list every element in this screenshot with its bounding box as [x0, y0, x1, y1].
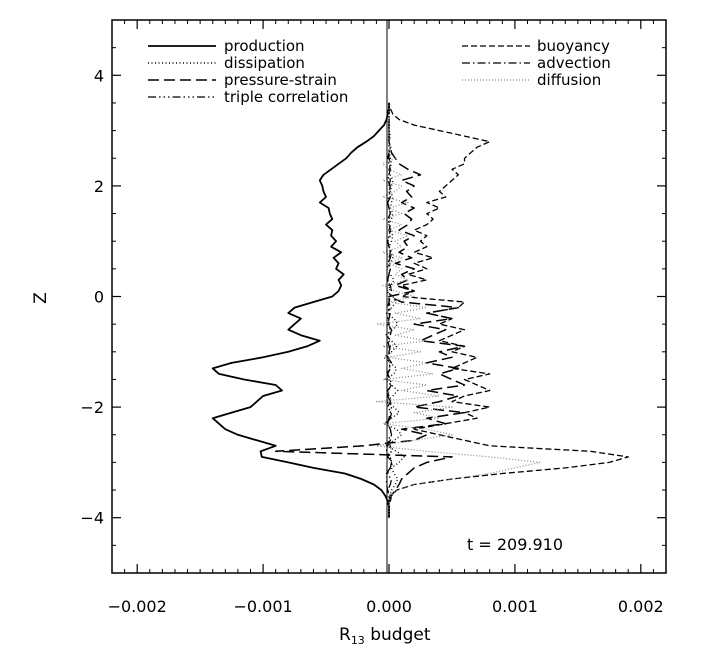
legend-label-production: production — [224, 37, 305, 55]
series-layer — [211, 102, 629, 518]
legend-label-pressure-strain: pressure-strain — [224, 71, 337, 89]
series-advection — [385, 102, 394, 518]
y-tick-label: 2 — [94, 177, 104, 196]
series-production — [211, 102, 390, 518]
x-axis-label: R13 budget — [339, 625, 431, 647]
x-tick-label: 0.000 — [366, 597, 412, 616]
legend: productiondissipationpressure-straintrip… — [148, 37, 611, 106]
series-buoyancy — [388, 102, 629, 518]
axis-ticks: −0.002 −0.001 0.000 0.001 0.002 −4 −2 0 2 4 — [80, 19, 667, 616]
y-tick-label: 4 — [94, 66, 104, 85]
legend-label-buoyancy: buoyancy — [537, 37, 610, 55]
legend-label-advection: advection — [537, 54, 611, 72]
x-tick-label: −0.002 — [108, 597, 167, 616]
y-axis-label: Z — [31, 292, 51, 304]
legend-label-diffusion: diffusion — [537, 71, 601, 89]
y-tick-label: −4 — [80, 509, 104, 528]
y-tick-label: 0 — [94, 288, 104, 307]
legend-label-dissipation: dissipation — [224, 54, 305, 72]
x-tick-label: −0.001 — [233, 597, 292, 616]
x-tick-label: 0.002 — [618, 597, 664, 616]
y-tick-label: −2 — [80, 398, 104, 417]
annotation-time: t = 209.910 — [467, 535, 563, 554]
x-tick-label: 0.001 — [492, 597, 538, 616]
legend-label-triple-correlation: triple correlation — [224, 88, 348, 106]
